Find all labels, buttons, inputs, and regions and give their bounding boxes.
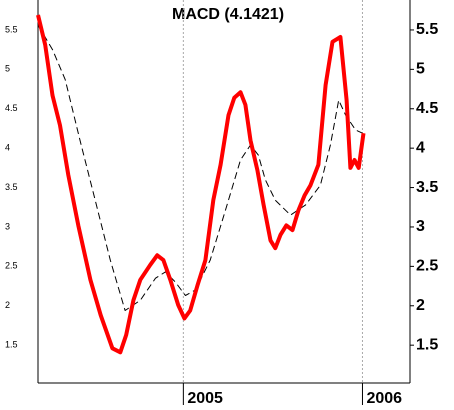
y-tick-label-right: 1.5	[416, 336, 438, 353]
y-tick-label-left: 4.5	[5, 103, 18, 113]
x-tick-label: 2005	[187, 390, 223, 407]
y-tick-label-left: 5.5	[5, 24, 18, 34]
y-tick-label-left: 2.5	[5, 261, 18, 271]
y-tick-label-right: 5	[416, 61, 425, 78]
y-tick-label-right: 2	[416, 297, 425, 314]
y-tick-label-right: 3	[416, 218, 425, 235]
y-tick-label-right: 3.5	[416, 179, 438, 196]
y-tick-label-left: 2	[5, 300, 10, 310]
y-tick-label-left: 1.5	[5, 340, 18, 350]
y-tick-label-left: 3	[5, 221, 10, 231]
series-line	[36, 14, 366, 355]
y-tick-label-left: 5	[5, 64, 10, 74]
y-tick-label-right: 2.5	[416, 258, 438, 275]
y-tick-label-right: 4.5	[416, 100, 438, 117]
y-tick-label-right: 4	[416, 139, 425, 156]
chart-title: MACD (4.1421)	[172, 6, 284, 23]
y-tick-label-left: 3.5	[5, 182, 18, 192]
x-tick-label: 2006	[366, 390, 402, 407]
y-tick-label-right: 5.5	[416, 21, 438, 38]
y-tick-label-left: 4	[5, 143, 10, 153]
